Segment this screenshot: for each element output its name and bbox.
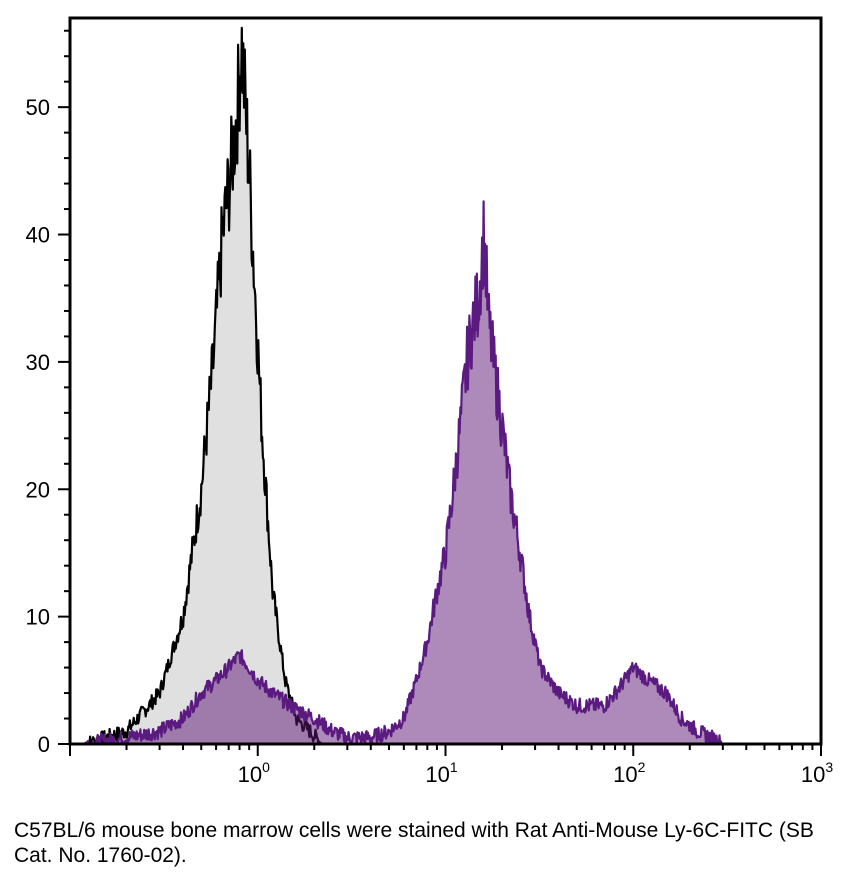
axes-layer: 0 10 20 30 40 50 100 101 102 103 bbox=[26, 29, 833, 787]
y-tick-label: 0 bbox=[38, 732, 50, 757]
series-stained-line bbox=[84, 200, 723, 746]
x-tick-label: 103 bbox=[801, 759, 833, 787]
y-tick-label: 40 bbox=[26, 223, 50, 248]
y-tick-label: 20 bbox=[26, 477, 50, 502]
histogram-chart: 0 10 20 30 40 50 100 101 102 103 bbox=[26, 16, 833, 787]
series-layer bbox=[83, 26, 723, 746]
x-tick-label: 102 bbox=[613, 759, 645, 787]
y-tick-label: 30 bbox=[26, 350, 50, 375]
x-tick-label: 100 bbox=[238, 759, 270, 787]
series-control-fill bbox=[84, 27, 323, 744]
figure-caption: C57BL/6 mouse bone marrow cells were sta… bbox=[14, 819, 814, 867]
y-tick-label: 10 bbox=[26, 605, 50, 630]
y-tick-label: 50 bbox=[26, 95, 50, 120]
x-tick-label: 101 bbox=[425, 759, 457, 787]
series-control-line bbox=[83, 26, 323, 746]
